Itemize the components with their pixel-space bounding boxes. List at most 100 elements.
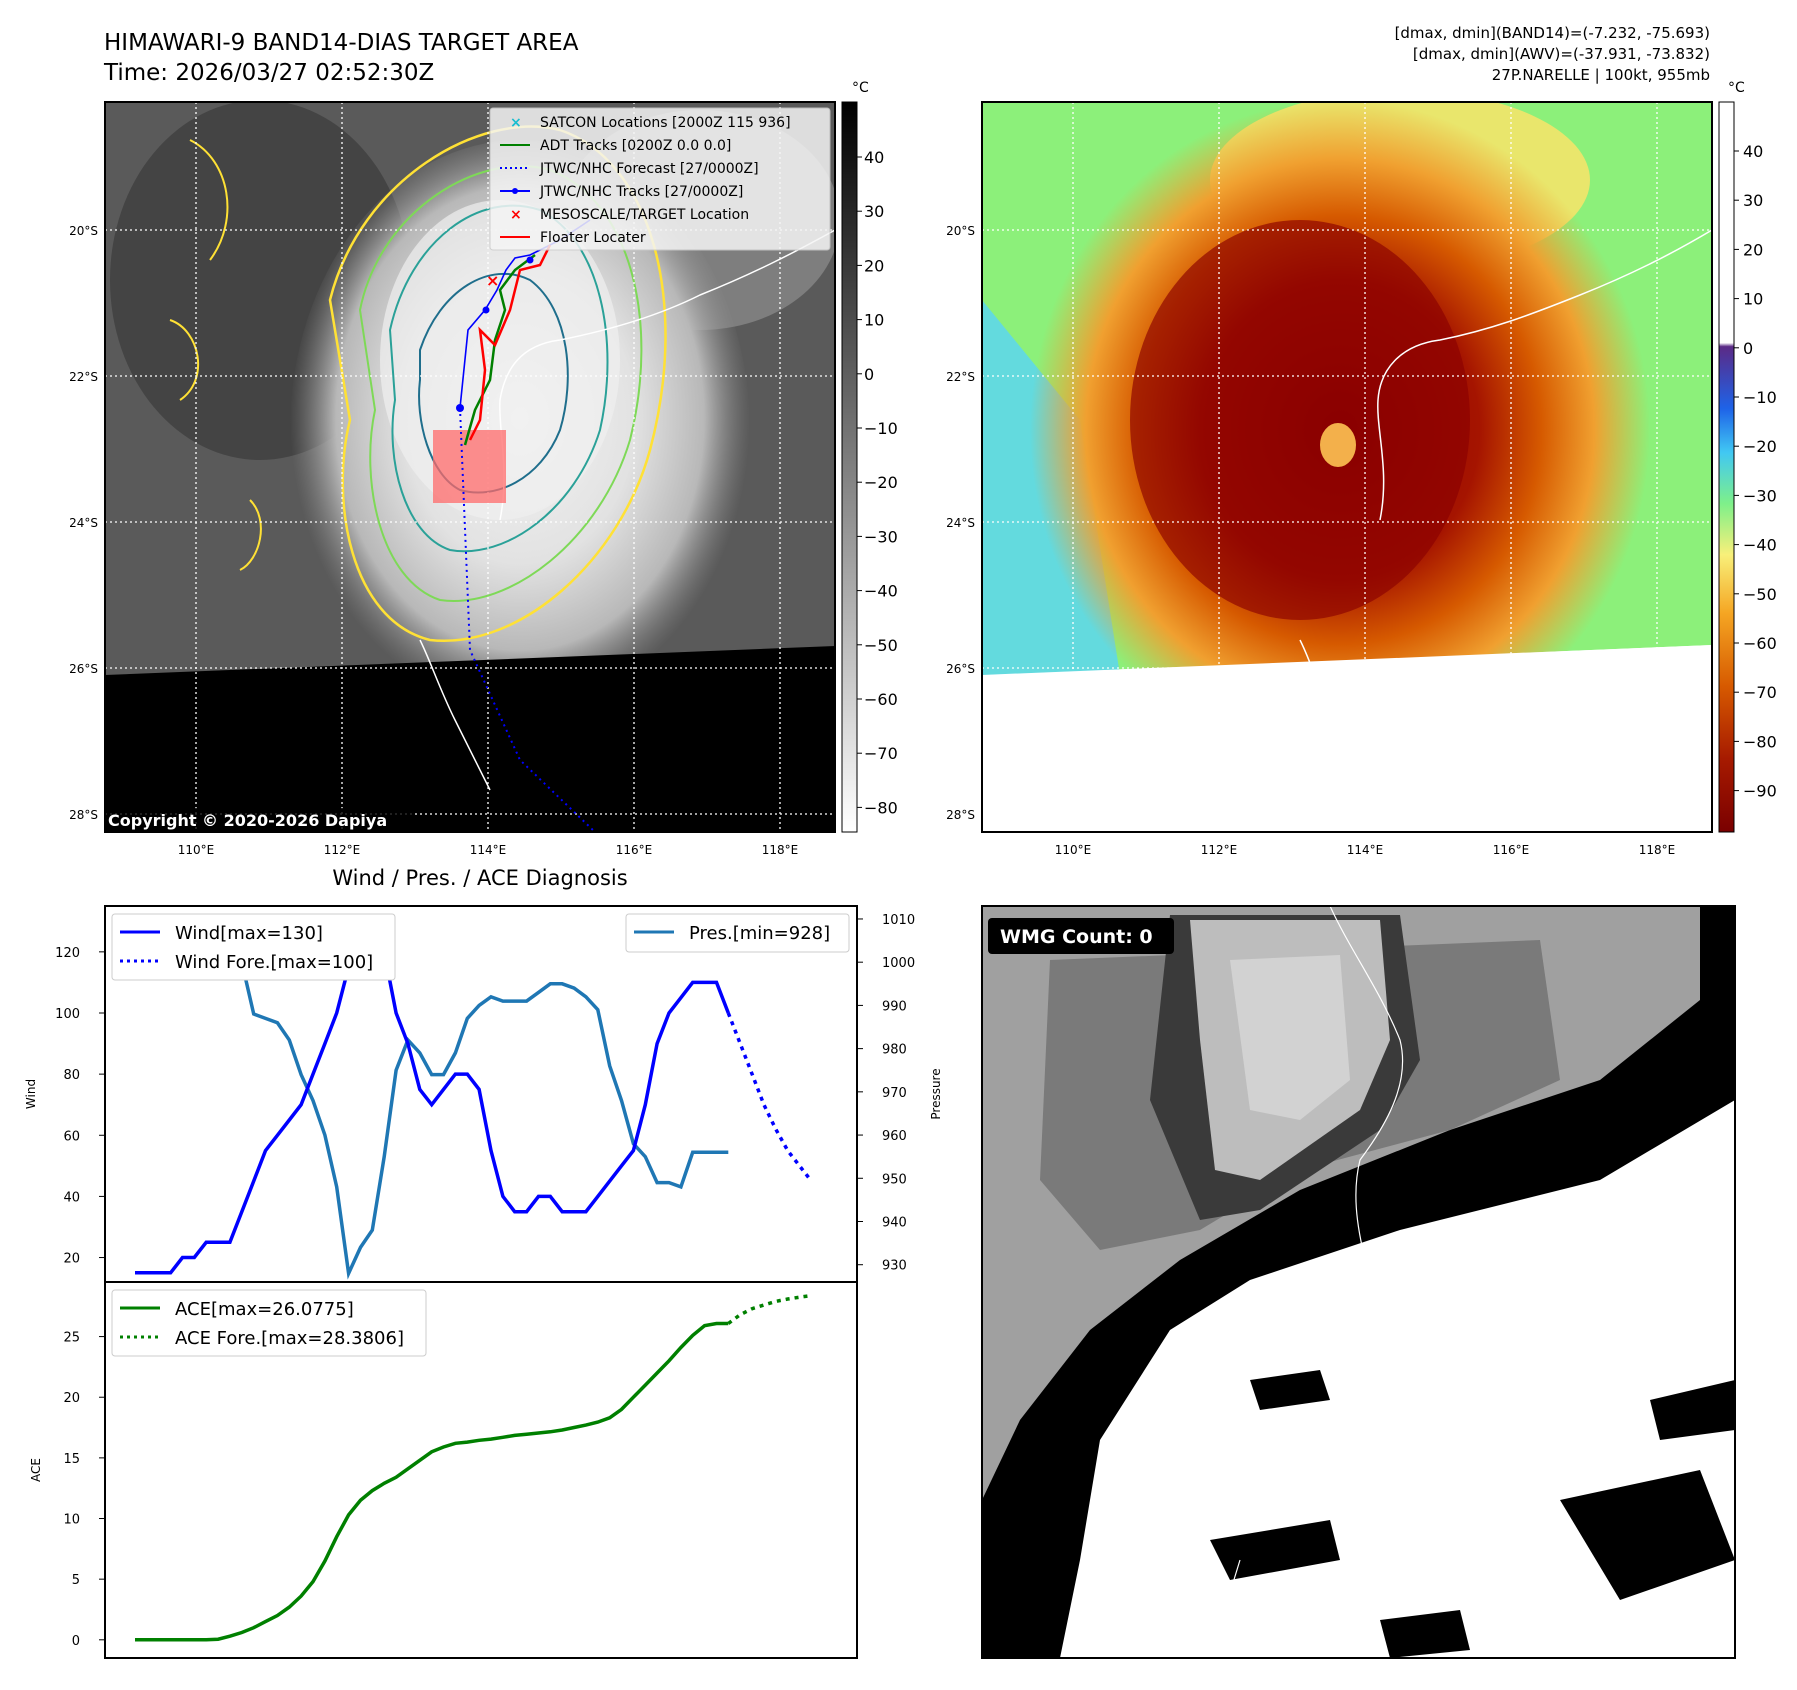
lat-label: 20°S [69,224,98,238]
y-tick-label: 15 [63,1452,80,1467]
pressure-legend: Pres.[min=928] [625,913,850,953]
coastline [1299,229,1712,721]
gray-colorbar-unit: °C [852,80,869,96]
color-map-frame [981,101,1713,833]
ir-map-lat-labels: 20°S 22°S 24°S 26°S 28°S [69,224,98,822]
colorbar-tick-label: −80 [1743,732,1777,751]
lat-label: 22°S [946,370,975,384]
color-map-lon-labels: 110°E 112°E 114°E 116°E 118°E [1055,843,1676,857]
legend-label: MESOSCALE/TARGET Location [540,207,749,223]
track-point [456,404,464,412]
y-tick-label: 20 [63,1252,80,1267]
isotherm-contour [358,165,643,602]
colorbar-tick-label: −60 [1743,634,1777,653]
y-tick-label: 930 [882,1259,907,1274]
jtwc-forecast-line [459,407,596,832]
colorbar-tick-label: −10 [1743,388,1777,407]
ace-fore-legend-label: ACE Fore.[max=28.3806] [175,1328,404,1349]
legend-marker: × [510,115,522,131]
ace-ylabel: ACE [29,1458,43,1482]
y-tick-label: 940 [882,1215,907,1230]
lon-label: 112°E [324,843,361,857]
y-tick-label: 20 [63,1391,80,1406]
pressure-legend-label: Pres.[min=928] [689,923,830,944]
colorbar-tick-label: 30 [864,202,884,221]
y-tick-label: 970 [882,1086,907,1101]
wind-y-axis: 20 40 60 80 100 120 [55,946,105,1267]
pressure-ylabel: Pressure [929,1068,943,1119]
ace-chart: 0 5 10 15 20 25 ACE ACE[max=26.0775] ACE Fore… [29,1281,858,1659]
copyright-text: Copyright © 2020-2026 Dapiya [108,811,387,830]
colorbar-tick-label: −50 [864,636,898,655]
y-tick-label: 25 [63,1331,80,1346]
wind-fore-legend-label: Wind Fore.[max=100] [175,952,373,973]
map-legend: × SATCON Locations [2000Z 115 936] ADT Tra… [489,107,831,251]
y-tick-label: 40 [63,1190,80,1205]
colorbar-tick-label: −30 [864,527,898,546]
lon-label: 116°E [616,843,653,857]
legend-label: Floater Locater [540,230,646,246]
gray-colorbar-ticks: 40 30 20 10 0 −10 −20 −30 −40 −50 −60 −70 −80 [857,148,898,817]
color-colorbar [1718,101,1735,833]
legend-label: SATCON Locations [2000Z 115 936] [540,115,791,131]
colorbar-tick-label: 20 [1743,240,1763,259]
copyright-box [105,808,415,832]
color-map-panel: 20°S 22°S 24°S 26°S 28°S 110°E 112°E 114°E 116°… [946,80,1777,857]
y-tick-label: 60 [63,1129,80,1144]
pressure-y-axis: 930 940 950 960 970 980 990 1000 1010 [857,913,915,1274]
track-point [482,306,490,314]
color-colorbar-ticks: 40 30 20 10 0 −10 −20 −30 −40 −50 −60 −70 −80 −90 [1734,142,1777,801]
colorbar-tick-label: −70 [864,744,898,763]
ace-legend-label: ACE[max=26.0775] [175,1299,354,1320]
lon-label: 110°E [178,843,215,857]
lon-label: 116°E [1493,843,1530,857]
colorbar-tick-label: −30 [1743,486,1777,505]
track-point [526,256,534,264]
lon-label: 112°E [1201,843,1238,857]
adt-track-line [463,254,536,446]
y-tick-label: 990 [882,999,907,1014]
y-tick-label: 980 [882,1043,907,1058]
series-line [727,1293,812,1325]
y-tick-label: 10 [63,1513,80,1528]
colorbar-tick-label: 0 [1743,339,1753,358]
colorbar-tick-label: 0 [864,365,874,384]
colorbar-tick-label: −80 [864,798,898,817]
wmg-count-label: WMG Count: 0 [1000,926,1153,948]
figure-title: HIMAWARI-9 BAND14-DIAS TARGET AREA [104,30,579,56]
ace-series [135,1293,812,1642]
lat-label: 22°S [69,370,98,384]
no-data-region [105,646,835,832]
lon-label: 110°E [1055,843,1092,857]
lon-label: 118°E [1639,843,1676,857]
isotherm-contour [328,125,667,643]
lat-label: 20°S [946,224,975,238]
colorbar-tick-label: −20 [1743,437,1777,456]
y-tick-label: 1000 [882,956,915,971]
storm-eye [1320,423,1356,467]
ir-map-lon-labels: 110°E 112°E 114°E 116°E 118°E [178,843,799,857]
y-tick-label: 1010 [882,913,915,928]
y-tick-label: 120 [55,946,80,961]
lat-label: 26°S [69,662,98,676]
info-band14: [dmax, dmin](BAND14)=(-7.232, -75.693) [1395,24,1710,42]
figure-time: Time: 2026/03/27 02:52:30Z [103,60,434,86]
gray-colorbar [841,101,858,833]
color-map-lat-labels: 20°S 22°S 24°S 26°S 28°S [946,224,975,822]
wind-legend-label: Wind[max=130] [175,923,323,944]
y-tick-label: 960 [882,1129,907,1144]
colorbar-tick-label: −40 [1743,536,1777,555]
ir-map-panel: × × SATCON Locations [2000Z 115 936] ADT T… [69,80,898,857]
colorbar-tick-label: 40 [864,148,884,167]
legend-dot [512,188,518,194]
series-line [135,1321,729,1642]
lat-label: 28°S [69,808,98,822]
lat-label: 26°S [946,662,975,676]
lon-label: 118°E [762,843,799,857]
legend-marker: × [510,207,522,223]
lat-label: 24°S [946,516,975,530]
info-storm: 27P.NARELLE | 100kt, 955mb [1492,66,1710,84]
legend-label: JTWC/NHC Forecast [27/0000Z] [539,161,759,177]
colorbar-tick-label: 20 [864,256,884,275]
